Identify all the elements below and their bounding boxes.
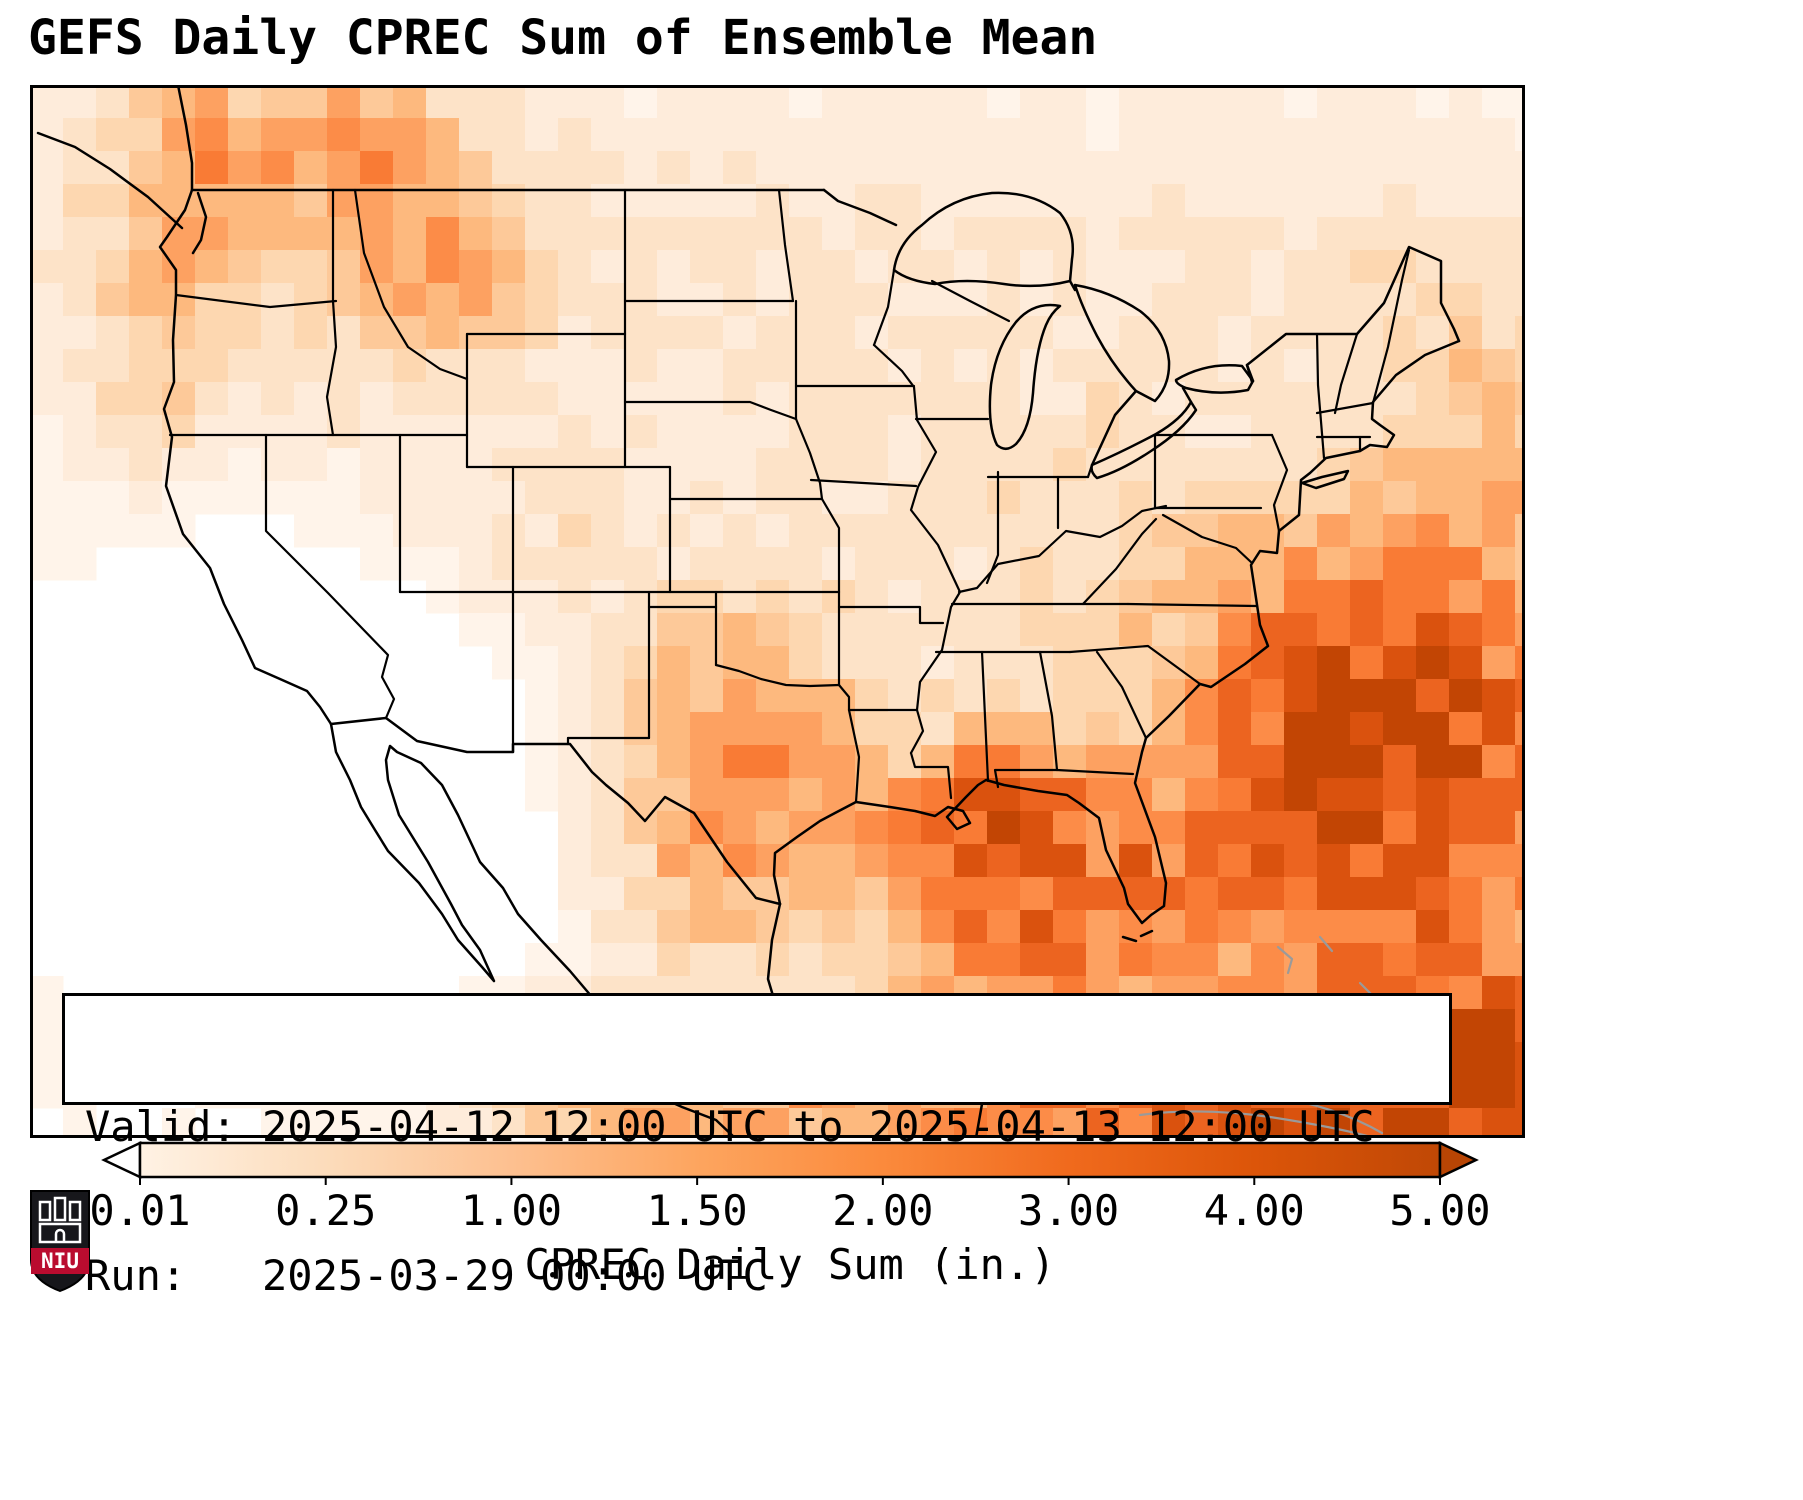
colorbar-over-arrow (1438, 1141, 1479, 1179)
colorbar (101, 1141, 1479, 1185)
map-frame (30, 85, 1525, 1138)
colorbar-ticks (139, 1177, 1441, 1185)
colorbar-tick-label: 1.00 (460, 1186, 562, 1235)
colorbar-label: CPREC Daily Sum (in.) (524, 1240, 1056, 1289)
colorbar-tick-label: 0.01 (89, 1186, 191, 1235)
colorbar-bar (138, 1141, 1442, 1179)
niu-logo: NIU (28, 1188, 92, 1294)
castle-icon (38, 1196, 82, 1244)
colorbar-tick-label: 2.00 (832, 1186, 934, 1235)
colorbar-tick-label: 3.00 (1017, 1186, 1120, 1235)
colorbar-under-arrow (101, 1141, 142, 1179)
colorbar-tick-labels: 0.01 0.25 1.00 1.50 2.00 3.00 4.00 5.00 (0, 1186, 1803, 1236)
niu-band (31, 1248, 89, 1274)
figure-title: GEFS Daily CPREC Sum of Ensemble Mean (28, 10, 1098, 66)
info-box: Valid: 2025-04-12 12:00 UTC to 2025-04-1… (62, 993, 1452, 1300)
state-borders (168, 188, 1411, 804)
colorbar-tick-label: 5.00 (1389, 1186, 1491, 1235)
colorbar-tick-label: 1.50 (646, 1186, 748, 1235)
precip-heatmap (30, 85, 1525, 1138)
colorbar-tick-label: 0.25 (275, 1186, 377, 1235)
precip-map: Valid: 2025-04-12 12:00 UTC to 2025-04-1… (30, 85, 1525, 1300)
niu-logo-text: NIU (41, 1249, 79, 1273)
map-svg (30, 85, 1525, 1138)
run-time-text: Run: 2025-03-29 00:00 UTC (85, 1250, 768, 1300)
colorbar-tick-label: 4.00 (1203, 1186, 1305, 1235)
